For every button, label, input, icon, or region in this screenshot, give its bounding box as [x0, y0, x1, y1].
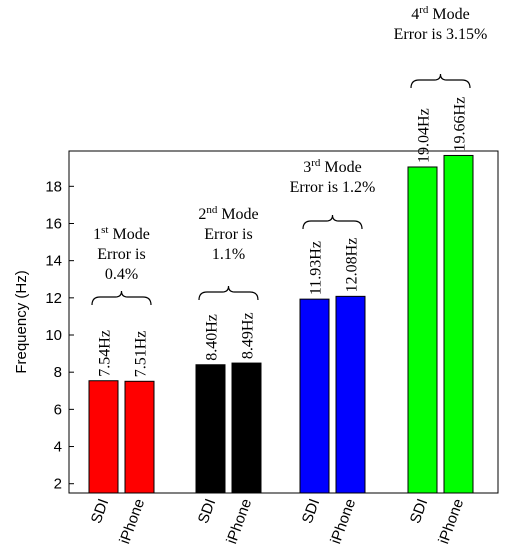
bar-value-label: 7.51Hz [133, 331, 150, 378]
bar-value-label: 8.49Hz [240, 312, 257, 359]
bar-series [88, 154, 474, 494]
group-bracket [410, 73, 471, 89]
bar [88, 380, 119, 494]
group-bracket [198, 285, 259, 301]
bar-value-label: 8.40Hz [204, 314, 221, 361]
bar-category-label: iPhone [223, 497, 255, 547]
mode-error-text: 0.4% [105, 266, 138, 283]
mode-error-text: Error is 1.2% [290, 179, 376, 196]
y-tick-label: 8 [54, 364, 62, 381]
y-tick-label: 16 [45, 215, 62, 232]
mode-error-text: Error is [97, 246, 145, 263]
group-bracket [302, 214, 363, 230]
y-tick-label: 12 [45, 290, 62, 307]
bar [231, 362, 262, 494]
bar [195, 364, 226, 494]
mode-error-text: 1.1% [212, 246, 245, 263]
bar-category-label: SDI [195, 497, 220, 526]
mode-title: 4rd Mode [411, 4, 470, 23]
bar [335, 295, 366, 494]
bar-category-label: SDI [299, 497, 324, 526]
x-axis-category-labels: SDI iPhone SDI iPhone SDI iPhone SDI iPhone [88, 497, 468, 547]
mode-error-text: Error is 3.15% [394, 26, 488, 43]
y-axis-label: Frequency (Hz) [13, 270, 30, 373]
y-tick-label: 18 [45, 178, 62, 195]
group-bracket [91, 290, 152, 306]
bar-category-label: iPhone [435, 497, 467, 547]
bar-value-label: 7.54Hz [97, 330, 114, 377]
mode-title: 1st Mode [93, 224, 150, 243]
bar-category-label: iPhone [327, 497, 359, 547]
bar [124, 380, 155, 494]
y-tick-label: 2 [54, 476, 62, 493]
mode-title: 2nd Mode [198, 204, 258, 223]
mode-title: 3rd Mode [303, 157, 362, 176]
bar [443, 154, 474, 494]
mode-error-text: Error is [204, 226, 252, 243]
bar [299, 298, 330, 494]
mode-error-annotations: 1st Mode Error is 0.4% 2nd Mode Error is 1.1%… [91, 4, 488, 306]
y-tick-label: 4 [54, 439, 62, 456]
y-tick-label: 10 [45, 327, 62, 344]
bar-value-label: 19.04Hz [416, 108, 433, 163]
y-tick-label: 6 [54, 401, 62, 418]
plot-area-frame [68, 150, 499, 494]
bar-value-labels: 7.54Hz 7.51Hz 8.40Hz 8.49Hz 11.93Hz 12.08Hz 19… [97, 97, 469, 377]
bar-category-label: iPhone [116, 497, 148, 547]
bar-value-label: 11.93Hz [308, 241, 325, 295]
bar-category-label: SDI [407, 497, 432, 526]
y-axis-ticks: 2 4 6 8 10 12 14 16 18 [45, 178, 74, 493]
y-tick-label: 14 [45, 253, 62, 270]
bar-value-label: 12.08Hz [344, 238, 361, 293]
bar-value-label: 19.66Hz [452, 97, 469, 152]
bar-category-label: SDI [88, 497, 113, 526]
bar [407, 166, 438, 494]
